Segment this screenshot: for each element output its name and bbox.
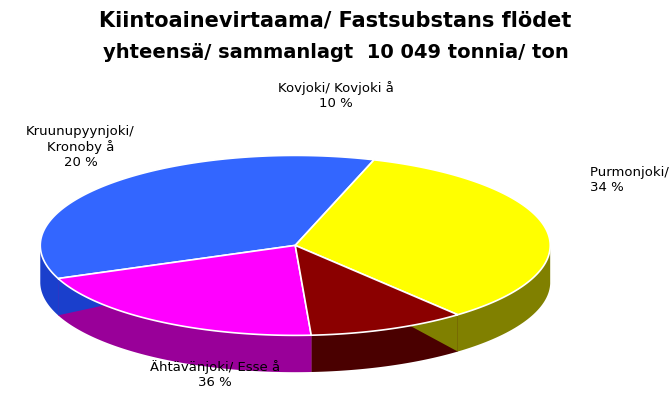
Polygon shape: [58, 264, 295, 315]
Polygon shape: [58, 245, 311, 335]
Polygon shape: [40, 155, 374, 279]
Text: Kiintoainevirtaama/ Fastsubstans flödet: Kiintoainevirtaama/ Fastsubstans flödet: [99, 10, 572, 30]
Text: Purmonjoki/ Purmo å
34 %: Purmonjoki/ Purmo å 34 %: [590, 166, 671, 194]
Polygon shape: [458, 247, 550, 352]
Polygon shape: [295, 264, 311, 372]
Polygon shape: [58, 264, 295, 315]
Polygon shape: [311, 315, 458, 372]
Polygon shape: [295, 264, 458, 352]
Polygon shape: [40, 247, 58, 315]
Text: yhteensä/ sammanlagt  10 049 tonnia/ ton: yhteensä/ sammanlagt 10 049 tonnia/ ton: [103, 43, 568, 62]
Polygon shape: [295, 160, 550, 315]
Text: Ähtävänjoki/ Esse å
36 %: Ähtävänjoki/ Esse å 36 %: [150, 360, 280, 389]
Polygon shape: [295, 264, 311, 372]
Text: Kruunupyynjoki/
Kronoby å
20 %: Kruunupyynjoki/ Kronoby å 20 %: [26, 125, 135, 169]
Polygon shape: [295, 245, 458, 335]
Polygon shape: [58, 279, 311, 372]
Text: Kovjoki/ Kovjoki å
10 %: Kovjoki/ Kovjoki å 10 %: [278, 81, 393, 110]
Polygon shape: [295, 264, 458, 352]
